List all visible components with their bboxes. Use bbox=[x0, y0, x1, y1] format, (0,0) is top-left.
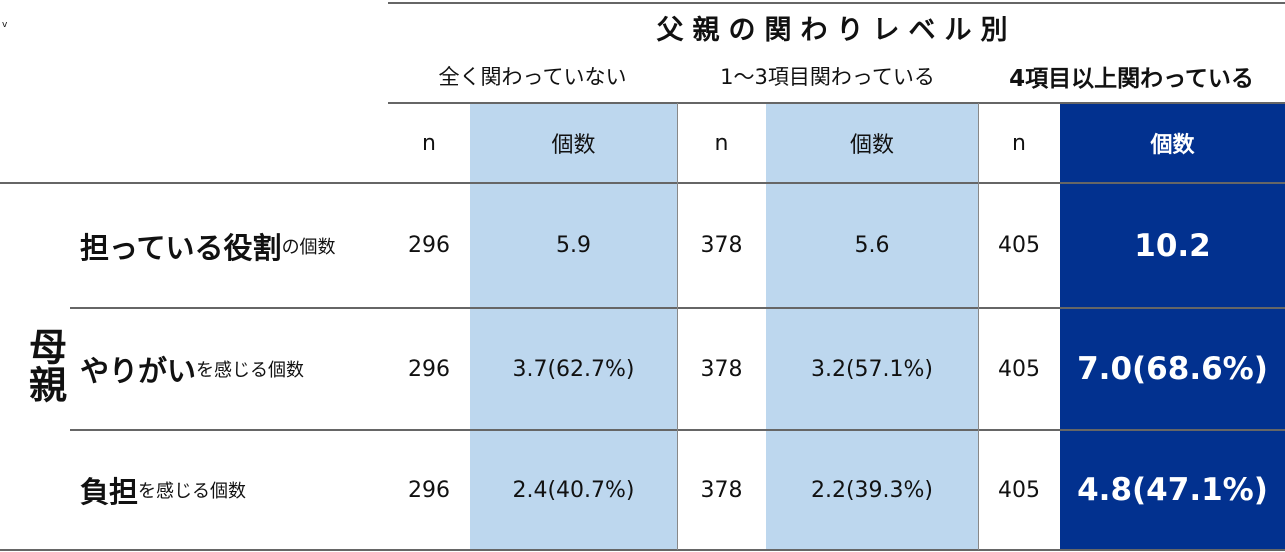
corner-mark: v bbox=[2, 20, 8, 30]
cell: 405 bbox=[998, 477, 1040, 503]
cell: 296 bbox=[408, 477, 450, 503]
cell: 378 bbox=[700, 233, 743, 258]
cell: 10.2 bbox=[1134, 227, 1211, 264]
cell: 378 bbox=[700, 356, 743, 382]
cell: 3.2(57.1%) bbox=[810, 356, 934, 382]
row-label-main: やりがい bbox=[80, 354, 197, 388]
rule bbox=[388, 102, 1285, 104]
row-label-sub: を感じる個数 bbox=[138, 481, 247, 502]
row-label-main: 負担 bbox=[80, 475, 139, 509]
cell: 296 bbox=[408, 233, 450, 258]
column-header: 個数 bbox=[849, 133, 894, 158]
column-rule bbox=[677, 103, 678, 550]
row-label-main: 担っている役割 bbox=[80, 230, 282, 265]
rule bbox=[0, 549, 1285, 551]
cell: 378 bbox=[700, 477, 743, 503]
cell: 7.0(68.6%) bbox=[1077, 351, 1268, 387]
row-group-label: 母親 bbox=[22, 327, 67, 403]
column-header: n bbox=[1012, 130, 1026, 156]
row-label-sub: を感じる個数 bbox=[196, 360, 305, 381]
cell: 405 bbox=[998, 356, 1040, 382]
cell: 2.2(39.3%) bbox=[810, 477, 934, 503]
column-header: n bbox=[714, 130, 729, 156]
column-shade bbox=[766, 103, 978, 550]
column-header: n bbox=[422, 130, 436, 156]
column-header: 個数 bbox=[551, 133, 596, 158]
row-label: やりがい を感じる個数 bbox=[80, 308, 388, 430]
cell: 5.9 bbox=[556, 233, 591, 258]
column-rule bbox=[978, 103, 979, 550]
row-label: 負担 を感じる個数 bbox=[80, 430, 388, 550]
rule bbox=[388, 2, 1285, 4]
row-label: 担っている役割 の個数 bbox=[80, 183, 388, 308]
cell: 5.6 bbox=[854, 233, 890, 258]
cell: 4.8(47.1%) bbox=[1077, 472, 1268, 508]
group-label: 4項目以上関わっている bbox=[1009, 66, 1254, 92]
rule bbox=[0, 182, 1285, 184]
group-label: 1～3項目関わっている bbox=[720, 65, 935, 89]
column-header: 個数 bbox=[1150, 133, 1195, 158]
group-label: 全く関わっていない bbox=[438, 65, 627, 89]
cell: 296 bbox=[408, 356, 450, 382]
column-shade bbox=[470, 103, 677, 550]
row-label-sub: の個数 bbox=[281, 236, 336, 258]
header-title: 父親の関わりレベル別 bbox=[656, 14, 1017, 46]
cell: 3.7(62.7%) bbox=[512, 356, 635, 382]
column-shade bbox=[1060, 103, 1285, 550]
cell: 405 bbox=[998, 233, 1040, 258]
cell: 2.4(40.7%) bbox=[512, 477, 635, 503]
